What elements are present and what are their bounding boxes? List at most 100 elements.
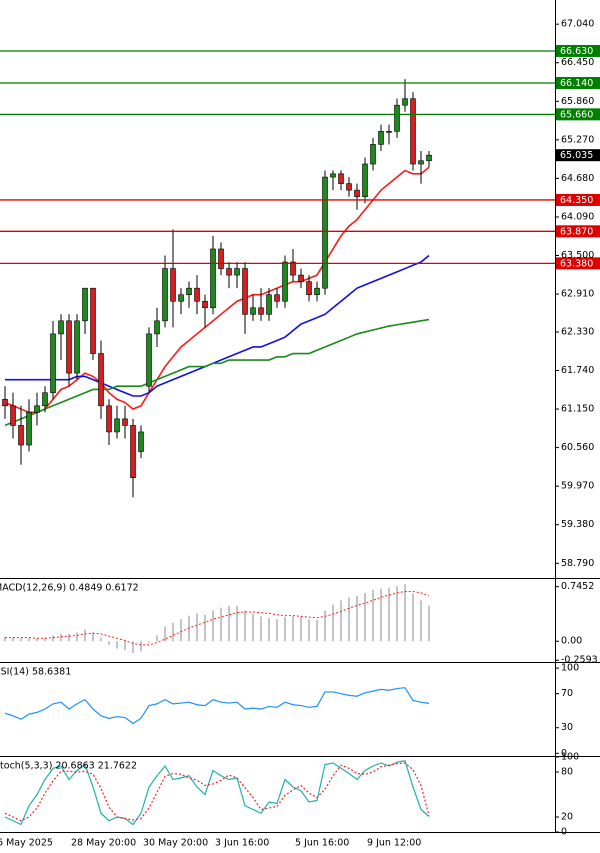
y-tick-label: 62.910 [561,289,594,300]
candle-body [322,176,328,289]
candle-body [194,287,200,302]
candle-body [58,320,64,335]
y-tick-label: -0.2593 [561,655,598,666]
y-tick-label: 0.7452 [561,581,594,592]
candle-body [290,261,296,276]
y-tick-label: 30 [561,722,573,733]
level-label-box [556,257,600,270]
candle-body [186,287,192,296]
y-tick-label: 64.090 [561,211,594,222]
y-tick-label: 100 [561,752,579,763]
candle-body [258,307,264,315]
x-tick-label: 30 May 20:00 [143,838,208,849]
candle-body [82,287,88,322]
y-tick-label: 59.970 [561,481,594,492]
candle-body [130,425,136,478]
y-tick-label: 61.150 [561,404,594,415]
x-tick-label: 26 May 2025 [0,838,53,849]
candle-body [66,320,72,374]
level-label: 66.630 [560,46,593,57]
candle-body [306,281,312,296]
y-tick-label: 64.680 [561,173,594,184]
level-label: 63.380 [560,258,593,269]
candle-body [218,248,224,269]
candle-body [178,294,184,302]
candle-body [378,131,384,145]
candle-body [362,163,368,197]
x-tick-label: 3 Jun 16:00 [215,838,269,849]
panel-title: RSI(14) 58.6381 [0,667,71,678]
indicator-line [4,762,430,822]
panel-title: Stoch(5,3,3) 20.6863 21.7622 [0,761,137,772]
y-tick-label: 65.860 [561,96,594,107]
y-tick-label: 58.790 [561,558,594,569]
indicator-line [4,687,430,725]
moving-average [4,318,430,427]
candle-body [2,398,8,407]
candle-body [34,405,40,413]
level-label: 63.870 [560,226,593,237]
level-label-box [556,76,600,89]
y-tick-label: 61.740 [561,365,594,376]
candle-body [18,425,24,446]
level-label-box [556,108,600,121]
y-tick-label: 0 [561,827,567,838]
candle-body [346,183,352,191]
candle-body [298,274,304,282]
candle-body [410,98,416,165]
level-label: 66.140 [560,78,593,89]
level-label: 65.660 [560,109,593,120]
candle-body [354,189,360,197]
y-tick-label: 62.330 [561,326,594,337]
moving-average [4,166,430,414]
y-tick-label: 66.450 [561,57,594,68]
candle-body [10,405,16,426]
y-tick-label: 0 [561,748,567,759]
y-tick-label: 80 [561,767,573,778]
y-tick-label: 60.560 [561,442,594,453]
candle-body [138,431,144,452]
candle-body [250,307,256,315]
x-tick-label: 9 Jun 12:00 [367,838,421,849]
current-price: 65.035 [560,150,593,161]
candle-body [122,418,128,426]
candle-body [42,392,48,407]
candle-body [202,300,208,309]
candle-body [210,248,216,309]
candle-body [226,268,232,276]
candle-body [90,287,96,354]
candle-body [50,333,56,394]
candle-body [314,287,320,296]
candle-body [74,320,80,374]
panel-title: MACD(12,26,9) 0.4849 0.6172 [0,583,139,594]
y-tick-label: 65.270 [561,134,594,145]
level-label-box [556,193,600,206]
candle-body [274,294,280,302]
candle-body [242,268,248,315]
candle-body [170,268,176,302]
candle-body [106,405,112,433]
x-tick-label: 28 May 20:00 [71,838,136,849]
price-label-box [556,149,600,162]
candle-body [418,160,424,165]
candle-body [330,173,336,178]
y-tick-label: 59.380 [561,519,594,530]
candle-body [234,268,240,276]
candle-body [98,353,104,407]
y-tick-label: 70 [561,688,573,699]
candle-body [426,154,432,162]
candle-body [338,173,344,184]
candle-body [386,131,392,133]
candle-body [162,268,168,322]
y-tick-label: 0.00 [561,636,582,647]
y-tick-label: 20 [561,812,573,823]
candle-body [266,294,272,315]
y-tick-label: 63.500 [561,250,594,261]
level-label-box [556,225,600,238]
y-tick-label: 67.040 [561,19,594,30]
moving-average [5,254,430,397]
level-label: 64.350 [560,195,593,206]
